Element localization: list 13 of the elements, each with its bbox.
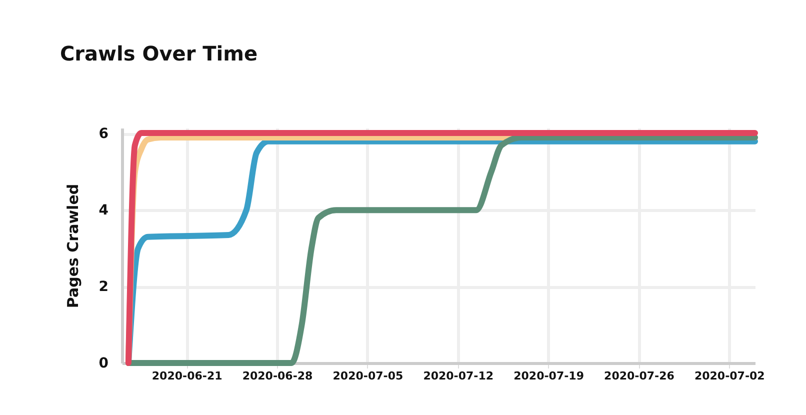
x-tick-label: 2020-07-26 (604, 370, 675, 382)
x-tick-label: 2020-07-12 (423, 370, 494, 382)
x-tick-label: 2020-07-02 (694, 370, 765, 382)
y-axis-title: Pages Crawled (64, 184, 82, 308)
y-tick-label: 0 (98, 356, 109, 372)
y-tick-label: 2 (98, 279, 108, 296)
x-tick-label: 2020-06-21 (152, 370, 222, 382)
chart-title: Crawls Over Time (60, 42, 258, 66)
y-tick-label: 4 (98, 202, 109, 219)
x-tick-label: 2020-07-05 (332, 370, 404, 382)
y-tick-label: 6 (98, 126, 108, 142)
x-tick-label: 2020-06-28 (242, 370, 313, 382)
x-tick-label: 2020-07-19 (514, 370, 584, 382)
